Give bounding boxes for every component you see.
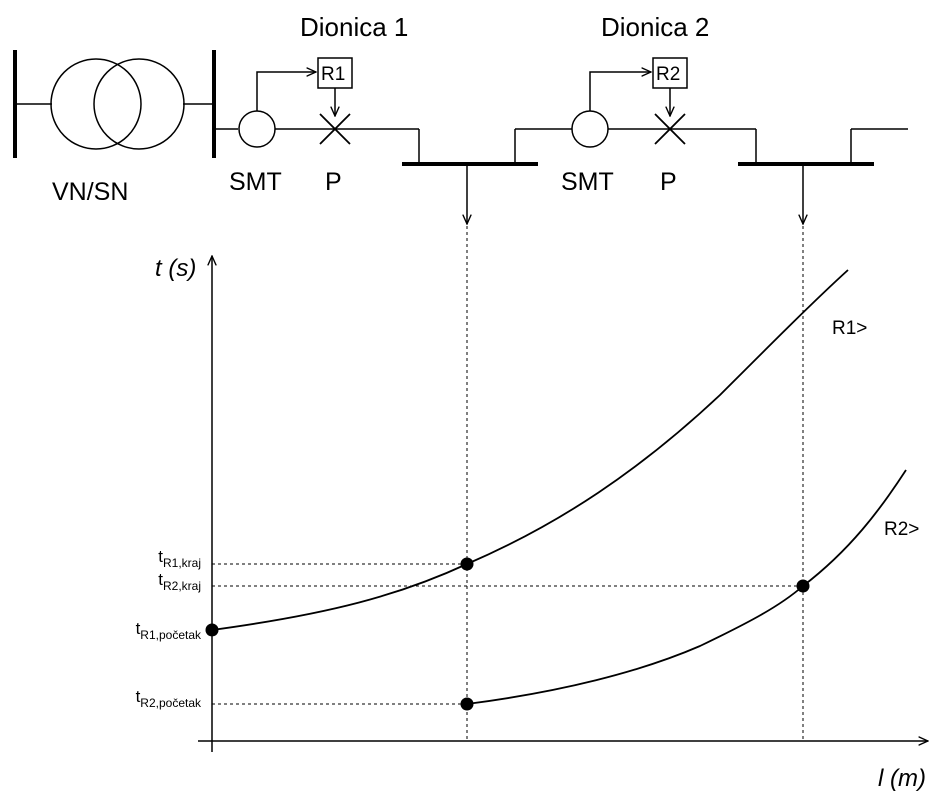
breaker-2-label: P xyxy=(660,168,677,196)
transformer-winding-1 xyxy=(50,58,142,150)
breaker-2-icon xyxy=(654,113,686,145)
tick-r2-kraj: tR2,kraj xyxy=(158,570,201,593)
breaker-1-label: P xyxy=(325,168,342,196)
y-axis-label: t (s) xyxy=(155,255,196,282)
marker-r2-pocetak xyxy=(460,697,474,711)
series-r1-label: R1> xyxy=(832,318,867,339)
tick-r1-pocetak: tR1,početak xyxy=(136,619,202,642)
series-r2-label: R2> xyxy=(884,519,919,540)
marker-r1-kraj xyxy=(460,557,474,571)
ct-2-signal-wire xyxy=(589,72,651,111)
current-transformer-1 xyxy=(238,110,276,148)
breaker-1-icon xyxy=(319,113,351,145)
schematic: VN/SN Dionica 1 R1 SMT P Dionica 2 R2 xyxy=(13,12,908,224)
section-1-title: Dionica 1 xyxy=(300,12,408,42)
x-axis-label: l (m) xyxy=(878,765,926,792)
relay-1-label: R1 xyxy=(321,64,345,85)
section-2-title: Dionica 2 xyxy=(601,12,709,42)
tick-r1-kraj: tR1,kraj xyxy=(158,547,201,570)
series-r2-curve xyxy=(466,469,907,705)
marker-r2-kraj xyxy=(796,579,810,593)
transformer-label: VN/SN xyxy=(52,178,128,206)
relay-2-label: R2 xyxy=(656,64,680,85)
current-transformer-2 xyxy=(571,110,609,148)
smt-2-label: SMT xyxy=(561,168,614,196)
transformer-winding-2 xyxy=(93,58,185,150)
marker-r1-pocetak xyxy=(205,623,219,637)
tick-r2-pocetak: tR2,početak xyxy=(136,687,202,710)
ct-1-signal-wire xyxy=(256,72,316,111)
series-r1-curve xyxy=(211,269,849,631)
smt-1-label: SMT xyxy=(229,168,282,196)
chart: t (s) l (m) tR1,kraj tR2,kraj tR1,početa… xyxy=(136,226,928,792)
